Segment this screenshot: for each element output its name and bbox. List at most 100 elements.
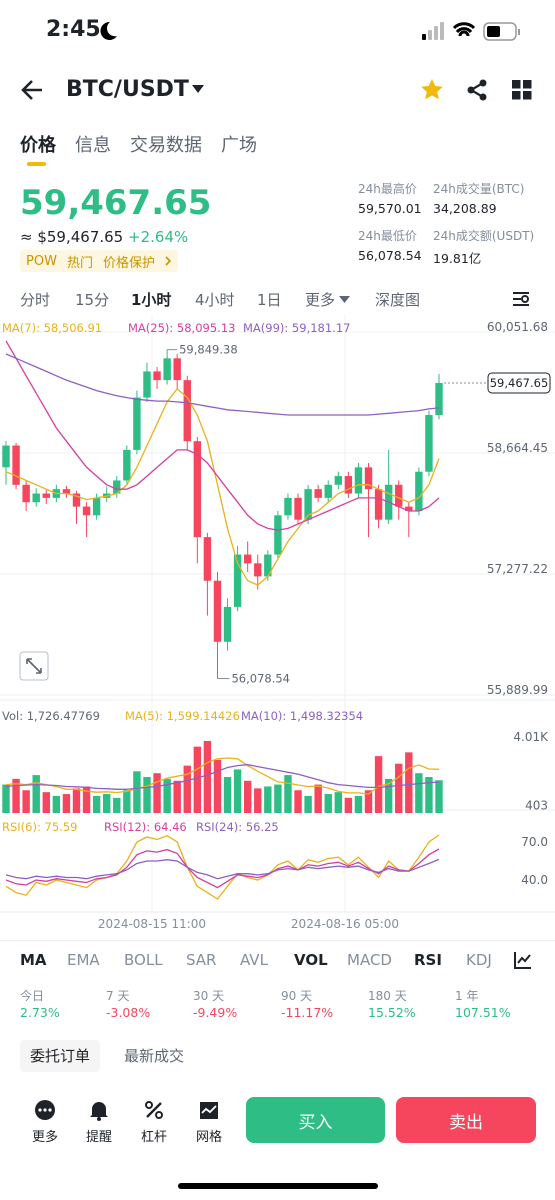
layout-icon[interactable]	[512, 80, 532, 100]
indicator[interactable]: BOLL	[124, 951, 163, 969]
favorite-star[interactable]	[420, 78, 444, 102]
candle-body	[364, 467, 373, 490]
volume-bar	[183, 765, 191, 813]
candle-body	[354, 467, 363, 494]
indicator[interactable]: MA	[20, 951, 47, 969]
indicator[interactable]: VOL	[294, 951, 328, 969]
candle-body	[324, 484, 332, 498]
candle-body	[274, 515, 282, 555]
perf-label: 180 天	[368, 989, 407, 1003]
toolbar-icon[interactable]	[198, 1099, 220, 1121]
toolbar-label[interactable]: 杠杆	[140, 1130, 167, 1145]
interval[interactable]: 4小时	[195, 291, 235, 309]
volume-bar	[264, 786, 272, 813]
interval[interactable]: 深度图	[375, 291, 421, 309]
volume-bar	[92, 795, 101, 813]
volume-bar	[223, 776, 232, 813]
volume-bar	[203, 740, 212, 813]
y-tick-label: 60,051.68	[487, 320, 548, 334]
candle-body	[163, 358, 171, 381]
interval[interactable]: 1小时	[131, 291, 172, 309]
candle-body	[193, 441, 202, 538]
last-price: 59,467.65	[20, 183, 212, 223]
kline-chart[interactable]: 2024-08-15 11:00 2024-08-16 05:00 60,051.6…	[0, 315, 555, 940]
stat-value: 56,078.54	[358, 248, 422, 263]
indicator[interactable]: AVL	[240, 951, 268, 969]
indicator[interactable]: RSI	[414, 951, 442, 969]
price-approx: ≈ $59,467.65 +2.64%	[20, 228, 188, 246]
indicator[interactable]: SAR	[186, 951, 217, 969]
order-tab[interactable]: 委托订单	[20, 1040, 101, 1072]
chart-settings[interactable]	[510, 289, 532, 309]
ma-legend: MA(99): 59,181.17	[243, 321, 350, 335]
volume-bar	[193, 746, 202, 813]
rsi-tick-label: 40.0	[521, 873, 548, 887]
interval[interactable]: 分时	[20, 291, 51, 309]
share-icon[interactable]	[466, 79, 488, 101]
candle-body	[2, 445, 10, 468]
perf-value: -9.49%	[193, 1005, 238, 1020]
tag[interactable]: 价格保护	[102, 255, 155, 271]
toolbar-icon[interactable]	[143, 1099, 165, 1121]
candle-body	[143, 371, 151, 398]
candle-body	[72, 493, 81, 507]
perf-label: 1 年	[455, 989, 479, 1003]
interval[interactable]: 更多	[305, 289, 352, 310]
toolbar-icon[interactable]	[88, 1099, 110, 1121]
volume-bar	[334, 792, 343, 813]
buy-button[interactable]: 买入	[246, 1097, 385, 1143]
indicator-settings[interactable]	[513, 950, 533, 970]
approx-usd: ≈ $59,467.65	[20, 228, 124, 246]
toolbar-label[interactable]: 网格	[195, 1130, 222, 1145]
candle-body	[113, 480, 121, 494]
rsi-legend: RSI(12): 64.46	[104, 820, 187, 834]
interval[interactable]: 1日	[257, 291, 282, 309]
candle-body	[435, 382, 443, 416]
candle-body	[12, 445, 20, 485]
volume-bar	[435, 780, 443, 813]
tab[interactable]: 信息	[75, 135, 111, 156]
toolbar-icon[interactable]	[34, 1099, 56, 1121]
moon-icon	[100, 21, 117, 40]
tag[interactable]: 热门	[66, 255, 93, 271]
sell-button[interactable]: 卖出	[396, 1097, 536, 1143]
candle-body	[294, 497, 302, 520]
tab[interactable]: 价格	[20, 135, 56, 156]
candle-body	[153, 371, 161, 381]
tag-strip[interactable]: POW 热门 价格保护	[20, 250, 178, 272]
volume-bar	[72, 788, 81, 813]
ma-legend: MA(7): 58,506.91	[2, 321, 102, 335]
candle-body	[243, 554, 252, 564]
ma-legend: MA(25): 58,095.13	[128, 321, 235, 335]
pair-title[interactable]: BTC/USDT	[66, 77, 189, 102]
volume-bar	[163, 778, 171, 813]
order-tab[interactable]: 最新成交	[124, 1047, 185, 1065]
perf-label: 90 天	[281, 989, 313, 1003]
indicator[interactable]: EMA	[67, 951, 100, 969]
volume-bar	[304, 795, 312, 813]
x-tick-label: 2024-08-15 11:00	[98, 917, 206, 931]
volume-bar	[324, 794, 332, 813]
perf-value: -11.17%	[281, 1005, 334, 1020]
indicator[interactable]: MACD	[347, 951, 392, 969]
tab[interactable]: 广场	[221, 135, 257, 156]
volume-bar	[364, 790, 373, 813]
volume-bar	[52, 795, 61, 813]
tab[interactable]: 交易数据	[130, 135, 202, 156]
stat-value: 19.81亿	[433, 251, 482, 266]
interval[interactable]: 15分	[75, 291, 110, 309]
volume-bar	[405, 752, 413, 813]
rsi-legend: RSI(24): 56.25	[196, 820, 279, 834]
back-button[interactable]	[20, 78, 46, 102]
toolbar-label[interactable]: 更多	[31, 1130, 58, 1145]
pair-dropdown[interactable]	[192, 84, 204, 94]
ma-line	[5, 353, 440, 416]
volume-bar	[113, 797, 121, 813]
vol-legend: MA(5): 1,599.14426	[125, 709, 240, 723]
perf-label: 30 天	[193, 989, 225, 1003]
ma-line	[5, 340, 440, 531]
toolbar-label[interactable]: 提醒	[85, 1130, 112, 1145]
tag[interactable]: POW	[26, 253, 57, 269]
indicator[interactable]: KDJ	[466, 951, 492, 969]
